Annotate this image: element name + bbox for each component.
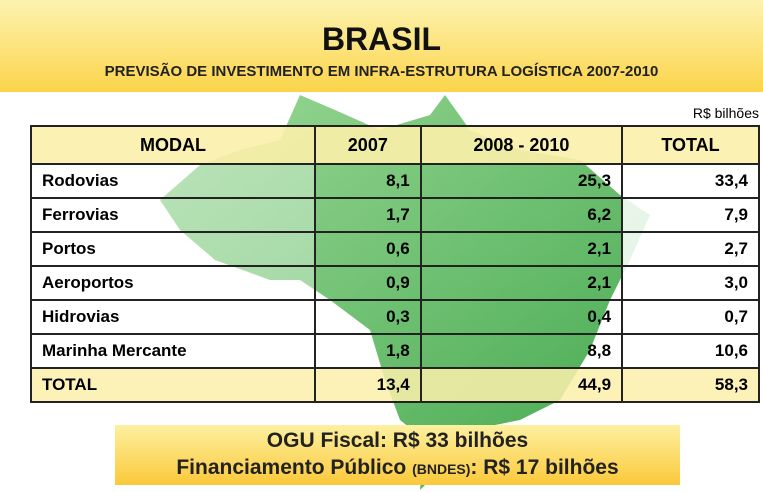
footer-text: Financiamento Público xyxy=(176,456,407,479)
title: BRASIL xyxy=(321,21,442,57)
cell: Hidrovias xyxy=(30,299,316,335)
row: Aeroportos 0,9 2,1 3,0 xyxy=(30,265,760,301)
cell: 2,7 xyxy=(621,231,760,267)
total-row: TOTAL 13,4 44,9 58,3 xyxy=(30,367,760,403)
cell: 0,6 xyxy=(313,231,422,267)
footer-small: (BNDES) xyxy=(412,461,471,477)
cell: 58,3 xyxy=(621,367,760,403)
cell: 13,4 xyxy=(313,367,422,403)
footer-text: : R$ 17 bilhões xyxy=(470,456,619,479)
header: BRASIL PREVISÃO DE INVESTIMENTO EM INFRA… xyxy=(0,0,763,92)
row: Rodovias 8,1 25,3 33,4 xyxy=(30,163,760,199)
footer-line: OGU Fiscal: R$ 33 bilhões xyxy=(266,429,529,452)
cell: Aeroportos xyxy=(30,265,316,301)
unit-label: R$ bilhões xyxy=(692,105,759,121)
cell: 8,8 xyxy=(419,333,624,369)
cell: 10,6 xyxy=(621,333,760,369)
cell: 1,7 xyxy=(313,197,422,233)
cell: 44,9 xyxy=(419,367,624,403)
cell: Rodovias xyxy=(30,163,316,199)
cell: 0,7 xyxy=(621,299,760,335)
row: Marinha Mercante 1,8 8,8 10,6 xyxy=(30,333,760,369)
row: Ferrovias 1,7 6,2 7,9 xyxy=(30,197,760,233)
column-header: 2008 - 2010 xyxy=(419,125,624,165)
cell: 0,3 xyxy=(313,299,422,335)
cell: Portos xyxy=(30,231,316,267)
cell: 0,9 xyxy=(313,265,422,301)
cell: 2,1 xyxy=(419,231,624,267)
footer-box: OGU Fiscal: R$ 33 bilhões Financiamento … xyxy=(115,425,680,485)
cell: 2,1 xyxy=(419,265,624,301)
column-header: TOTAL xyxy=(621,125,760,165)
footer-line: Financiamento Público (BNDES): R$ 17 bil… xyxy=(115,456,680,480)
cell: 25,3 xyxy=(419,163,624,199)
row: Portos 0,6 2,1 2,7 xyxy=(30,231,760,267)
header-row: MODAL 2007 2008 - 2010 TOTAL xyxy=(30,125,760,165)
cell: Ferrovias xyxy=(30,197,316,233)
cell: 1,8 xyxy=(313,333,422,369)
cell: 33,4 xyxy=(621,163,760,199)
column-header: MODAL xyxy=(30,125,316,165)
cell: TOTAL xyxy=(30,367,316,403)
investment-table: MODAL 2007 2008 - 2010 TOTAL Rodovias 8,1 25,… xyxy=(30,125,760,403)
row: Hidrovias 0,3 0,4 0,7 xyxy=(30,299,760,335)
cell: 7,9 xyxy=(621,197,760,233)
subtitle: PREVISÃO DE INVESTIMENTO EM INFRA-ESTRUT… xyxy=(104,63,659,80)
cell: 3,0 xyxy=(621,265,760,301)
cell: 6,2 xyxy=(419,197,624,233)
cell: 8,1 xyxy=(313,163,422,199)
cell: 0,4 xyxy=(419,299,624,335)
cell: Marinha Mercante xyxy=(30,333,316,369)
column-header: 2007 xyxy=(313,125,422,165)
